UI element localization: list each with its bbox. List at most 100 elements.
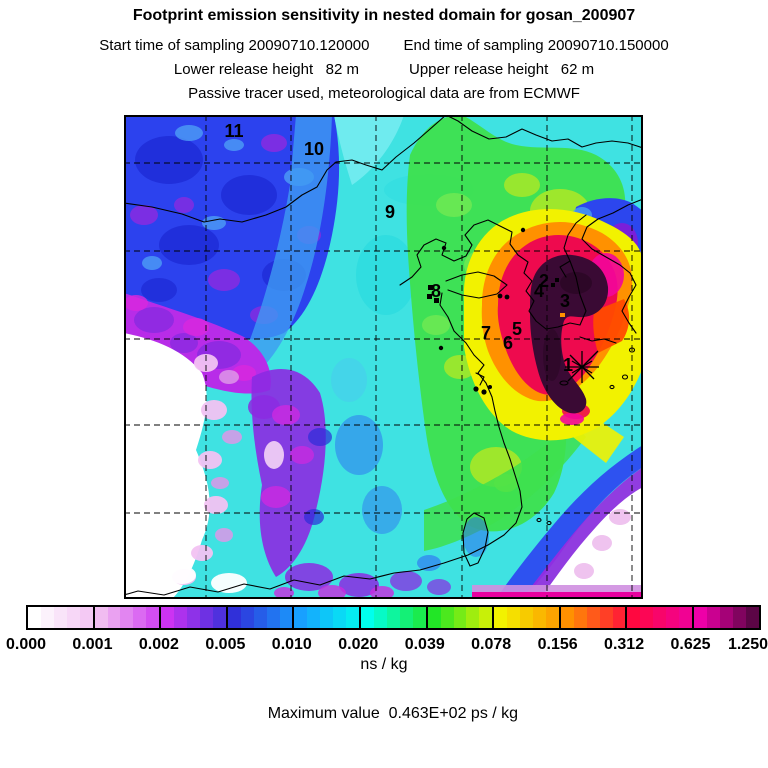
color-field [124, 115, 643, 599]
colorbar-tick: 0.039 [404, 636, 445, 653]
station-label-10: 10 [304, 139, 324, 159]
gosan-star-marker [565, 350, 599, 383]
colorbar-cell [174, 607, 188, 628]
colorbar-cell [40, 607, 54, 628]
colorbar-cell [707, 607, 720, 628]
colorbar-cell [533, 607, 546, 628]
colorbar-cell [558, 607, 574, 628]
colorbar-cell [679, 607, 693, 628]
colorbar-cell [479, 607, 493, 628]
colorbar-cell [146, 607, 160, 628]
colorbar-tick-labels: 0.000 0.001 0.002 0.005 0.010 0.020 0.039 0.078… [0, 636, 768, 656]
colorbar-cell [333, 607, 347, 628]
map-border [124, 115, 643, 599]
release-height-line: Lower release height 82 m Upper release … [0, 61, 768, 78]
colorbar-cell [425, 607, 441, 628]
colorbar-cell [107, 607, 121, 628]
colorbar-cell [159, 607, 175, 628]
colorbar-tick: 0.020 [338, 636, 379, 653]
station-label-2: 2 [539, 271, 549, 291]
start-time-text: Start time of sampling 20090710.120000 [99, 37, 370, 54]
colorbar-cell [692, 607, 708, 628]
coastlines [124, 115, 643, 596]
lower-release-text: Lower release height 82 m [173, 61, 359, 78]
colorbar-cell [732, 607, 746, 628]
colorbar-cell [66, 607, 80, 628]
map-plot: 1 2 3 4 5 6 7 8 9 10 11 [124, 115, 643, 599]
colorbar-cell [666, 607, 680, 628]
tracer-line: Passive tracer used, meteorological data… [0, 85, 768, 102]
colorbar-cell [120, 607, 134, 628]
colorbar-cell [412, 607, 426, 628]
maximum-value-line: Maximum value 0.463E+02 ps / kg [0, 687, 768, 741]
colorbar-tick: 0.625 [670, 636, 711, 653]
station-label-9: 9 [385, 202, 395, 222]
colorbar-cell [266, 607, 280, 628]
colorbar-tick: 0.005 [205, 636, 246, 653]
colorbar-cell [573, 607, 587, 628]
colorbar-cell [599, 607, 613, 628]
station-label-5: 5 [512, 319, 522, 339]
spacer [369, 37, 403, 54]
colorbar-cell [253, 607, 267, 628]
colorbar-cell [28, 607, 41, 628]
colorbar-cell [612, 607, 626, 628]
colorbar-cell [520, 607, 534, 628]
station-label-8: 8 [431, 281, 441, 301]
title-text: Footprint emission sensitivity in nested… [132, 7, 636, 24]
colorbar-cell [212, 607, 226, 628]
colorbar-cell [545, 607, 559, 628]
colorbar-tick: 0.000 [5, 636, 47, 653]
station-label-3: 3 [560, 291, 570, 311]
colorbar-cell [653, 607, 667, 628]
colorbar-cell [640, 607, 654, 628]
station-label-4: 4 [534, 281, 544, 301]
units-text: ns / kg [360, 656, 408, 673]
colorbar-cell [279, 607, 293, 628]
colorbar-cell [225, 607, 241, 628]
colorbar-cell [399, 607, 413, 628]
station-label-7: 7 [481, 323, 491, 343]
station-label-6: 6 [503, 333, 513, 353]
page-title: Footprint emission sensitivity in nested… [0, 7, 768, 25]
colorbar-cell [453, 607, 467, 628]
colorbar-units: ns / kg [0, 656, 768, 674]
station-label-1: 1 [563, 355, 573, 375]
colorbar-tick: 0.010 [271, 636, 312, 653]
colorbar [26, 605, 761, 630]
station-label-11: 11 [224, 121, 243, 141]
colorbar-cell [440, 607, 454, 628]
city-dots [427, 227, 559, 395]
colorbar-cell [359, 607, 374, 628]
colorbar-cell [492, 607, 508, 628]
colorbar-cell [507, 607, 521, 628]
colorbar-cell [240, 607, 254, 628]
colorbar-cell [745, 607, 759, 628]
colorbar-cell [625, 607, 641, 628]
colorbar-tick: 0.312 [604, 636, 645, 653]
colorbar-tick: 0.001 [72, 636, 113, 653]
colorbar-cell [386, 607, 400, 628]
colorbar-cell [92, 607, 108, 628]
grid-lines [124, 115, 643, 599]
colorbar-cell [466, 607, 480, 628]
upper-release-text: Upper release height 62 m [409, 61, 595, 78]
colorbar-cell [187, 607, 200, 628]
colorbar-tick: 0.078 [471, 636, 512, 653]
colorbar-tick: 0.002 [138, 636, 179, 653]
end-time-text: End time of sampling 20090710.150000 [403, 37, 669, 54]
colorbar-tick: 1.250 [727, 636, 768, 653]
maximum-value-text: Maximum value 0.463E+02 ps / kg [267, 705, 519, 722]
spacer [359, 61, 409, 78]
tracer-text: Passive tracer used, meteorological data… [188, 85, 580, 102]
colorbar-cell [133, 607, 147, 628]
colorbar-cell [307, 607, 321, 628]
colorbar-cell [373, 607, 387, 628]
colorbar-cell [199, 607, 213, 628]
colorbar-cell [292, 607, 308, 628]
colorbar-cell [586, 607, 600, 628]
colorbar-cell [79, 607, 93, 628]
colorbar-cell [719, 607, 733, 628]
